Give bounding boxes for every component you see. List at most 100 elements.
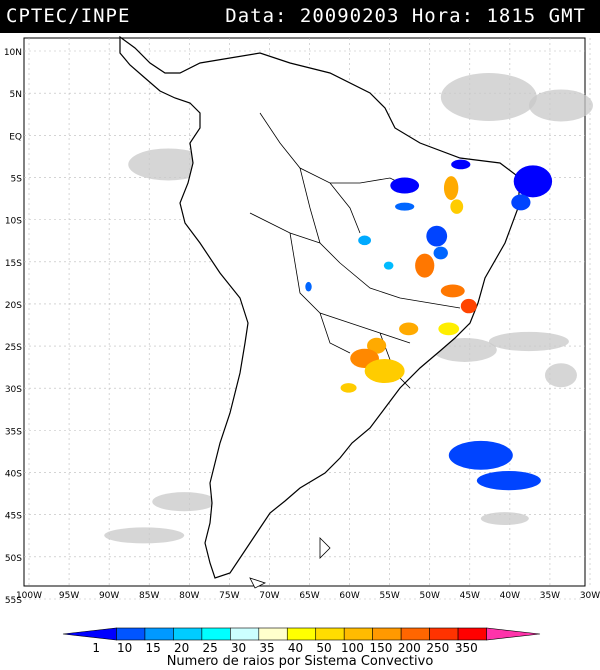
- lat-tick-label: 45S: [5, 512, 22, 522]
- colorbar-cells: [62, 627, 541, 641]
- colorbar-tick-label: 30: [231, 641, 246, 654]
- colorbar-tick-label: 40: [288, 641, 303, 654]
- colorbar-cell: [486, 627, 541, 641]
- longitude-labels: 100W 95W 90W 85W 80W 75W 70W 65W 60W 55W 50W 45W 40W…: [16, 591, 600, 601]
- colorbar-cell: [372, 627, 402, 641]
- lat-tick-label: 10N: [4, 48, 22, 58]
- convective-system: [395, 202, 415, 211]
- lat-tick-label: 5N: [10, 90, 22, 100]
- cloud-area: [104, 527, 185, 544]
- convective-system: [415, 253, 435, 278]
- convective-system: [399, 322, 419, 336]
- lat-tick-label: 40S: [5, 470, 22, 480]
- colorbar-cell: [201, 627, 231, 641]
- colorbar-cell: [258, 627, 288, 641]
- colorbar-tick-label: 10: [117, 641, 132, 654]
- colorbar-cell: [286, 627, 317, 641]
- colorbar-tick-labels: 1 10 15 20 25 30 35 40 50 100 150 200 250 350: [92, 641, 477, 654]
- lat-tick-label: 25S: [5, 343, 22, 353]
- lon-tick-label: 65W: [299, 591, 319, 601]
- colorbar-cell: [144, 627, 174, 641]
- convective-system: [305, 281, 312, 292]
- convective-system: [383, 261, 394, 270]
- lon-tick-label: 75W: [219, 591, 239, 601]
- convective-system: [450, 199, 464, 214]
- convective-system: [476, 471, 541, 491]
- convective-system: [426, 225, 448, 247]
- convective-systems-layer: [305, 159, 553, 491]
- colorbar-tick-label: 150: [369, 641, 392, 654]
- lat-tick-label: 10S: [5, 217, 22, 227]
- cloud-area: [128, 148, 209, 181]
- colorbar-title: Numero de raios por Sistema Convectivo: [166, 654, 434, 669]
- cloud-area: [480, 512, 529, 525]
- convective-system: [513, 165, 553, 198]
- colorbar-tick-label: 250: [426, 641, 449, 654]
- colorbar-tick-label: 200: [398, 641, 421, 654]
- lon-tick-label: 30W: [580, 591, 600, 601]
- colorbar-cell: [173, 627, 203, 641]
- convective-system: [451, 159, 471, 170]
- colorbar-cell: [400, 627, 430, 641]
- colorbar-cell: [230, 627, 260, 641]
- lon-tick-label: 95W: [59, 591, 79, 601]
- colorbar-tick-label: 15: [146, 641, 161, 654]
- lat-tick-label: 15S: [5, 259, 22, 269]
- source-label: CPTEC/INPE: [6, 5, 131, 27]
- convective-system: [390, 177, 420, 194]
- colorbar-tick-label: 350: [455, 641, 478, 654]
- convective-system: [511, 194, 531, 211]
- convective-system: [460, 298, 477, 314]
- lon-tick-label: 60W: [339, 591, 359, 601]
- lon-tick-label: 100W: [16, 591, 42, 601]
- convective-system: [367, 337, 387, 354]
- cloud-area: [528, 89, 593, 122]
- convective-system: [438, 322, 460, 336]
- colorbar-cell: [457, 627, 487, 641]
- lon-tick-label: 45W: [460, 591, 480, 601]
- colorbar-tick-label: 50: [316, 641, 331, 654]
- colorbar-tick-label: 20: [174, 641, 189, 654]
- convective-system: [440, 284, 465, 298]
- lon-tick-label: 50W: [420, 591, 440, 601]
- lat-tick-label: EQ: [9, 132, 22, 142]
- convective-system: [364, 359, 405, 384]
- colorbar-tick-label: 1: [92, 641, 100, 654]
- cloud-area: [488, 331, 569, 352]
- date-time-label: Data: 20090203 Hora: 1815 GMT: [225, 5, 586, 27]
- lat-tick-label: 30S: [5, 385, 22, 395]
- lat-tick-label: 35S: [5, 427, 22, 437]
- convective-system: [340, 383, 357, 393]
- colorbar-cell: [343, 627, 373, 641]
- colorbar-tick-label: 25: [202, 641, 217, 654]
- convective-system: [433, 246, 448, 260]
- convective-system: [448, 440, 513, 470]
- colorbar-tick-label: 35: [259, 641, 274, 654]
- map-header: CPTEC/INPE Data: 20090203 Hora: 1815 GMT: [0, 0, 600, 33]
- colorbar: 1 10 15 20 25 30 35 40 50 100 150 200 250 350: [62, 627, 541, 654]
- lat-tick-label: 55S: [5, 596, 22, 603]
- lon-tick-label: 90W: [99, 591, 119, 601]
- cloud-area: [544, 363, 577, 388]
- lon-tick-label: 35W: [540, 591, 560, 601]
- lat-tick-label: 20S: [5, 301, 22, 311]
- colorbar-cell: [429, 627, 459, 641]
- convective-system: [358, 235, 372, 246]
- colorbar-cell: [62, 627, 117, 641]
- lon-tick-label: 55W: [379, 591, 399, 601]
- lat-tick-label: 50S: [5, 554, 22, 564]
- colorbar-cell: [116, 627, 146, 641]
- convective-system: [443, 176, 459, 201]
- cloud-area: [152, 492, 217, 512]
- cloud-area: [440, 73, 537, 122]
- continent-outline: [119, 35, 521, 589]
- colorbar-cell: [315, 627, 345, 641]
- latitude-labels: 10N 5N EQ 5S 10S 15S 20S 25S 30S 35S 40S 45S 50S 55S: [4, 48, 22, 603]
- lon-tick-label: 70W: [259, 591, 279, 601]
- lon-tick-label: 40W: [500, 591, 520, 601]
- lat-tick-label: 5S: [11, 174, 23, 184]
- lon-tick-label: 80W: [179, 591, 199, 601]
- colorbar-tick-label: 100: [341, 641, 364, 654]
- lightning-map: 10N5NEQ5S10S15S20S25S30S35S40S45S50S55S …: [4, 35, 600, 603]
- lon-tick-label: 85W: [139, 591, 159, 601]
